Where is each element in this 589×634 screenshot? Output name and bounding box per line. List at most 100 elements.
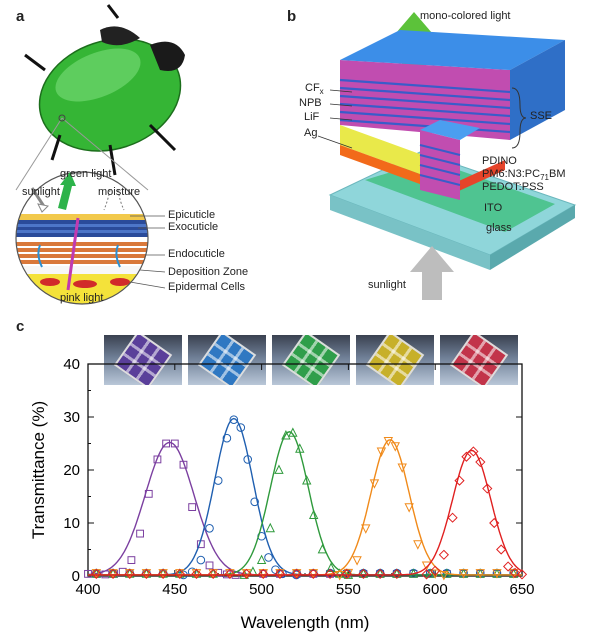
series-4 [88,446,528,580]
label-pdino: PDINO [482,155,517,167]
x-tick-label: 400 [75,581,100,598]
data-point [308,509,319,519]
chart-series [84,415,528,581]
data-point [413,540,423,550]
data-point [250,497,259,507]
label-cfx: CFx [305,82,324,97]
series-line [88,439,522,576]
data-point [390,442,400,452]
data-point [107,568,119,579]
data-point [375,568,385,578]
data-point [335,568,345,578]
x-tick-label: 450 [162,581,187,598]
data-point [375,568,386,579]
data-point [509,567,521,578]
label-glass: glass [486,222,512,234]
series-1 [88,415,522,580]
device-photo [356,335,434,385]
data-point [361,524,371,534]
data-point [141,568,152,579]
panel-letter-c: c [16,318,25,335]
layer-label-epidermal-cells: Epidermal Cells [168,281,246,293]
x-tick-label: 650 [509,581,534,598]
y-axis-label: Transmittance (%) [29,401,48,539]
label-sunlight-a: sunlight [22,186,60,198]
data-point [496,544,507,555]
data-point [241,568,252,579]
series-0 [84,439,522,579]
data-point [317,543,328,554]
data-point [492,569,502,579]
data-point [124,568,135,579]
data-point [236,423,246,432]
label-ag: Ag [304,127,318,139]
label-mono-colored-light: mono-colored light [420,10,511,22]
data-point [397,463,407,473]
data-point [127,556,136,564]
data-point [188,503,197,511]
data-point [341,568,352,579]
green-light-arrow-icon [58,172,76,210]
data-point [308,568,319,579]
data-point [205,561,214,570]
data-point [222,433,232,443]
data-point [516,569,528,580]
data-point [162,439,171,448]
data-point [468,446,479,457]
series-2 [88,427,522,579]
data-point [158,568,169,579]
panel-a-figure [15,4,185,305]
data-point [326,562,336,572]
label-pm6: PM6:N3:PC71BM [482,168,566,183]
data-point [302,475,312,485]
label-sunlight-b: sunlight [368,279,406,291]
data-point [489,517,500,529]
transmittance-chart: 400 450 500 550 600 650 0 10 20 30 40 Wavelength (… [29,356,535,632]
data-point [461,451,472,462]
data-point [153,455,162,464]
cuticle-cross-section [16,172,148,304]
data-point [383,436,394,447]
data-point [291,568,302,579]
y-tick-label: 20 [63,462,80,479]
x-tick-label: 600 [423,581,448,598]
x-axis-label: Wavelength (nm) [241,613,370,632]
data-point [274,568,286,579]
data-point [265,522,275,533]
data-point [288,427,298,437]
data-point [264,553,273,562]
y-tick-label: 40 [63,356,80,373]
data-point [454,475,465,486]
device-photo [188,335,266,385]
data-point [170,439,179,448]
label-sse: SSE [530,110,553,122]
data-point [243,455,253,464]
panel-letter-a: a [16,8,25,25]
data-point [430,565,441,576]
device-photo [104,335,182,385]
data-point [475,456,486,468]
label-lif: LiF [304,111,320,123]
data-point [191,568,202,579]
y-tick-label: 10 [63,515,80,532]
layer-label-exocuticle: Exocuticle [168,221,219,233]
y-tick-label: 0 [72,568,80,585]
device-photo [440,335,518,385]
panel-letter-b: b [287,8,297,25]
label-moisture: moisture [98,186,141,198]
data-point [174,568,185,579]
data-point [358,568,369,578]
data-point [421,569,432,580]
data-point [229,415,239,424]
data-point [179,460,188,469]
layer-label-endocuticle: Endocuticle [168,248,225,260]
data-point [369,479,380,489]
data-point [256,554,267,564]
series-line [88,417,522,576]
layer-label-deposition-zone: Deposition Zone [168,266,249,278]
y-tick-label: 30 [63,409,80,426]
data-point [281,430,291,440]
label-pink-light: pink light [60,292,104,304]
label-pedot: PEDOT:PSS [482,181,544,193]
data-point [458,569,469,579]
